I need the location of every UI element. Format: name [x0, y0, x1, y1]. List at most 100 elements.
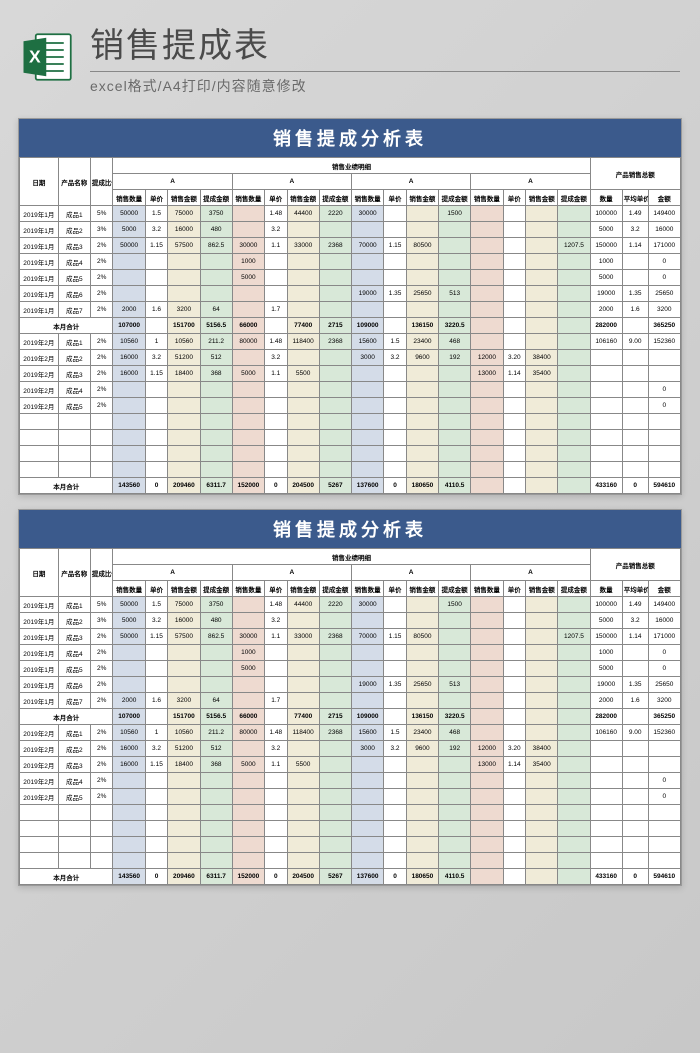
- col-sub: 销售数量: [471, 581, 503, 597]
- cell: 171000: [648, 629, 680, 645]
- cell: [622, 382, 648, 398]
- cell-product: 成品4: [58, 773, 90, 789]
- col-sub: 销售数量: [232, 581, 264, 597]
- cell-date: 2019年1月: [20, 661, 59, 677]
- table-row: 2019年1月 成品1 5% 500001.5750003750 1.48444…: [20, 597, 681, 613]
- cell-rate: 2%: [90, 773, 113, 789]
- cell: [406, 222, 438, 238]
- cell: [287, 645, 319, 661]
- cell-rate: 2%: [90, 302, 113, 318]
- cell: [503, 597, 526, 613]
- cell: [145, 382, 168, 398]
- cell-rate: 2%: [90, 270, 113, 286]
- cell: [471, 597, 503, 613]
- cell: [558, 382, 590, 398]
- cell: [590, 350, 622, 366]
- cell-product: 成品3: [58, 757, 90, 773]
- col-sub: 销售金额: [168, 581, 200, 597]
- cell: [558, 597, 590, 613]
- cell: 75000: [168, 597, 200, 613]
- cell: [352, 302, 384, 318]
- cell: [558, 398, 590, 414]
- cell: 57500: [168, 629, 200, 645]
- cell: [352, 789, 384, 805]
- cell: [352, 398, 384, 414]
- cell: [439, 302, 471, 318]
- cell-rate: 2%: [90, 741, 113, 757]
- cell: 1.49: [622, 206, 648, 222]
- table-row: 2019年1月 成品5 2% 5000 50000: [20, 661, 681, 677]
- cell: 0: [648, 661, 680, 677]
- cell: 64: [200, 302, 232, 318]
- cell: [384, 222, 407, 238]
- cell: [384, 757, 407, 773]
- cell: [558, 757, 590, 773]
- cell: 15600: [352, 725, 384, 741]
- cell: 3.2: [264, 222, 287, 238]
- cell: [526, 629, 558, 645]
- cell-rate: 2%: [90, 693, 113, 709]
- col-tsum: 金额: [648, 581, 680, 597]
- cell: [526, 645, 558, 661]
- cell-rate: 2%: [90, 789, 113, 805]
- table-row: 2019年1月 成品6 2% 190001.3525650513 190001.…: [20, 677, 681, 693]
- cell: [232, 741, 264, 757]
- cell-date: 2019年2月: [20, 350, 59, 366]
- cell: [558, 302, 590, 318]
- cell-date: 2019年2月: [20, 757, 59, 773]
- cell: [264, 661, 287, 677]
- cell: [200, 789, 232, 805]
- cell: [439, 613, 471, 629]
- cell: 0: [648, 270, 680, 286]
- cell: 1000: [590, 645, 622, 661]
- cell: 3200: [168, 302, 200, 318]
- cell: [590, 789, 622, 805]
- cell: [384, 773, 407, 789]
- cell: 1.15: [145, 629, 168, 645]
- col-sub: 提成金额: [319, 190, 351, 206]
- cell: [319, 270, 351, 286]
- cell: 13000: [471, 366, 503, 382]
- cell: 1: [145, 334, 168, 350]
- cell-rate: 2%: [90, 661, 113, 677]
- table-row: 2019年1月 成品7 2% 20001.6320064 1.7 20001.6…: [20, 693, 681, 709]
- cell-date: 2019年1月: [20, 286, 59, 302]
- cell-date: 2019年2月: [20, 773, 59, 789]
- cell: 18400: [168, 366, 200, 382]
- cell: 10560: [168, 334, 200, 350]
- col-sub: 单价: [145, 190, 168, 206]
- cell: 1.7: [264, 693, 287, 709]
- table-row: [20, 853, 681, 869]
- cell: [590, 773, 622, 789]
- cell: 3.20: [503, 741, 526, 757]
- cell: 1207.5: [558, 629, 590, 645]
- cell: [232, 677, 264, 693]
- cell: 18400: [168, 757, 200, 773]
- col-sub: 提成金额: [439, 581, 471, 597]
- cell-product: 成品1: [58, 725, 90, 741]
- cell-product: 成品7: [58, 693, 90, 709]
- cell: [503, 222, 526, 238]
- cell: [503, 206, 526, 222]
- cell: [113, 773, 145, 789]
- cell: 513: [439, 286, 471, 302]
- cell: [526, 254, 558, 270]
- cell: [145, 677, 168, 693]
- table-row: [20, 430, 681, 446]
- cell: [439, 222, 471, 238]
- cell-date: 2019年2月: [20, 789, 59, 805]
- cell: 2000: [113, 302, 145, 318]
- cell-product: 成品1: [58, 597, 90, 613]
- cell: [503, 725, 526, 741]
- cell: 0: [648, 645, 680, 661]
- cell: [526, 677, 558, 693]
- cell: [558, 206, 590, 222]
- cell: [471, 334, 503, 350]
- col-sub: 提成金额: [558, 190, 590, 206]
- cell: [439, 789, 471, 805]
- col-section: A: [471, 565, 590, 581]
- cell-rate: 2%: [90, 677, 113, 693]
- cell-date: 2019年1月: [20, 629, 59, 645]
- cell: [622, 645, 648, 661]
- cell: [558, 789, 590, 805]
